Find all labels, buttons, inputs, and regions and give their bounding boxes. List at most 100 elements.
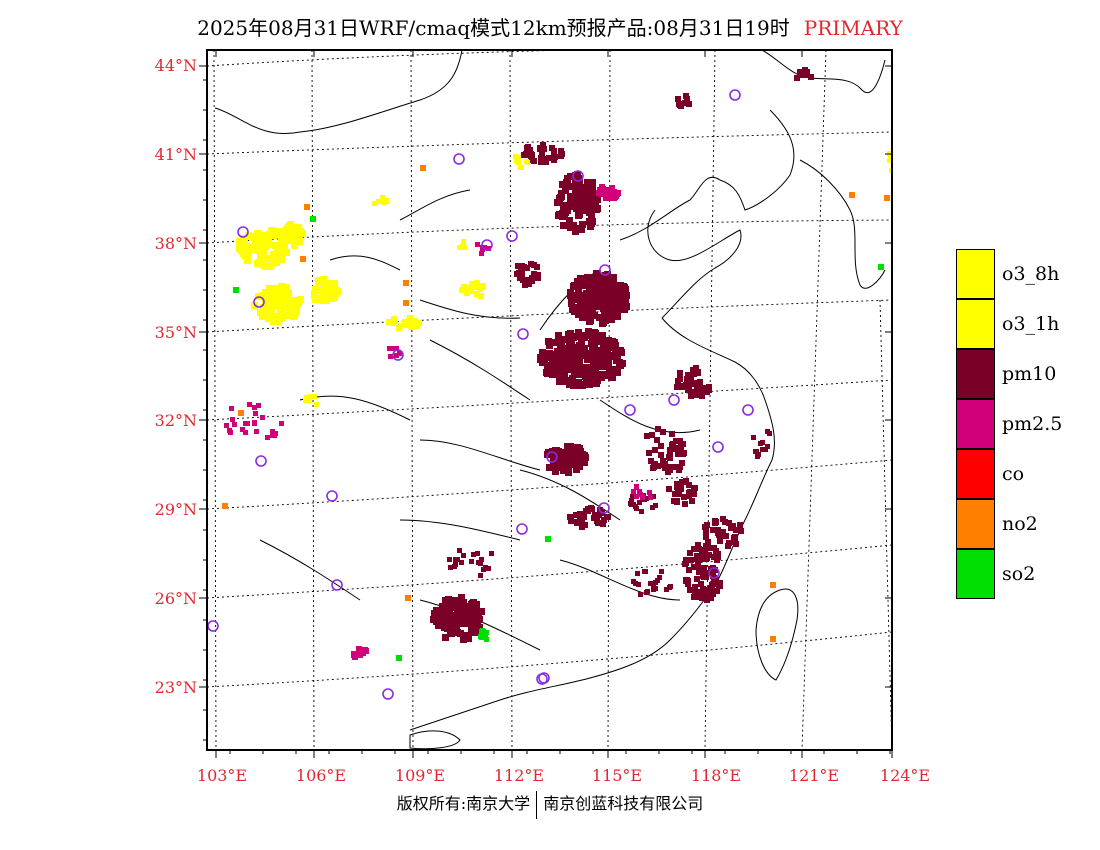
pollutant-cell <box>676 445 682 451</box>
pollutant-cell <box>259 313 266 320</box>
pollutant-cell <box>309 394 314 399</box>
pollutant-cell <box>551 148 557 154</box>
pollutant-cell <box>608 373 615 380</box>
pollutant-cell <box>570 382 577 389</box>
pollutant-cell <box>591 515 597 521</box>
pollutant-cell <box>611 305 618 312</box>
legend-swatch <box>956 449 995 499</box>
pollutant-cell <box>284 308 291 315</box>
pollutant-cell <box>461 604 468 611</box>
pollutant-cell <box>633 581 638 586</box>
pollutant-cell <box>703 543 709 549</box>
pollutant-cell <box>314 402 319 407</box>
pollutant-cell <box>538 157 544 163</box>
pollutant-cell <box>585 206 592 213</box>
pollutant-cell <box>591 357 598 364</box>
pollutant-cell <box>704 597 710 603</box>
pollutant-cell <box>650 465 656 471</box>
pollutant-cell <box>794 75 800 81</box>
pollutant-cell <box>582 373 589 380</box>
lat-label: 38°N <box>155 234 197 253</box>
map-title: 2025年08月31日WRF/cmaq模式12km预报产品:08月31日19时 P… <box>0 12 1100 41</box>
pollutant-cell <box>755 454 760 459</box>
pollutant-cell <box>705 539 711 545</box>
pollutant-cell <box>678 482 684 488</box>
pollutant-cell <box>637 500 642 505</box>
pollutant-cell <box>692 485 698 491</box>
pollutant-cell <box>889 168 892 173</box>
pollutant-cell <box>610 274 617 281</box>
monitoring-station-marker <box>237 226 249 238</box>
pollutant-cell <box>561 370 568 377</box>
pollutant-cell <box>474 291 480 297</box>
pollutant-cell <box>299 230 306 237</box>
pollutant-cell <box>593 353 600 360</box>
primary-tag: PRIMARY <box>803 16 903 40</box>
pollutant-cell <box>326 292 333 299</box>
pollutant-cell <box>703 534 709 540</box>
pollutant-cell <box>441 624 448 631</box>
pollutant-cell <box>229 406 234 411</box>
pollutant-cell <box>731 535 737 541</box>
pollutant-cell <box>294 298 301 305</box>
pollutant-cell <box>322 291 329 298</box>
pollutant-cell <box>582 275 589 282</box>
pollutant-cell <box>480 283 486 289</box>
pollutant-cell <box>566 360 573 367</box>
pollutant-cell <box>568 352 575 359</box>
monitoring-station-marker <box>453 153 465 165</box>
pollutant-cell <box>587 223 594 230</box>
pollutant-cell <box>628 501 633 506</box>
pollutant-cell <box>694 576 700 582</box>
pollutant-cell <box>472 613 479 620</box>
pollutant-cell <box>516 155 521 160</box>
pollutant-cell <box>254 429 259 434</box>
pollutant-cell <box>254 230 261 237</box>
pollutant-cell <box>289 237 296 244</box>
pollutant-cell <box>461 239 466 244</box>
pollutant-cell <box>278 243 285 250</box>
pollutant-cell <box>613 310 620 317</box>
pollutant-cell <box>403 280 409 286</box>
pollutant-cell <box>605 360 612 367</box>
monitoring-station-marker <box>729 89 741 101</box>
pollutant-cell <box>402 319 408 325</box>
pollutant-cells <box>222 67 892 661</box>
pollutant-cell <box>804 70 810 76</box>
pollutant-cell <box>599 186 605 192</box>
pollutant-cell <box>575 296 582 303</box>
pollutant-cell <box>541 354 548 361</box>
pollutant-cell <box>578 280 585 287</box>
legend-swatch <box>956 499 995 549</box>
pollutant-cell <box>277 306 284 313</box>
pollutant-cell <box>312 394 317 399</box>
pollutant-cell <box>475 551 480 556</box>
pollutant-cell <box>240 427 245 432</box>
pollutant-cell <box>630 494 635 499</box>
pollutant-cell <box>726 540 732 546</box>
pollutant-cell <box>710 527 716 533</box>
pollutant-cell <box>687 587 693 593</box>
legend-label: pm2.5 <box>1002 413 1063 435</box>
pollutant-cell <box>576 207 583 214</box>
pollutant-cell <box>677 370 683 376</box>
pollutant-cell <box>675 96 681 102</box>
pollutant-cell <box>593 270 600 277</box>
pollutant-cell <box>584 350 591 357</box>
pollutant-cell <box>652 461 658 467</box>
map-content <box>207 50 892 750</box>
pollutant-cell <box>285 237 292 244</box>
pollutant-cell <box>604 372 611 379</box>
pollutant-cell <box>586 332 593 339</box>
pollutant-cell <box>664 587 669 592</box>
pollutant-cell <box>573 459 580 466</box>
pollutant-cell <box>717 538 723 544</box>
pollutant-cell <box>581 184 588 191</box>
pollutant-cell <box>250 246 257 253</box>
pollutant-cell <box>689 498 695 504</box>
pollutant-cell <box>648 495 653 500</box>
pollutant-cell <box>584 297 591 304</box>
pollutant-cell <box>591 293 598 300</box>
lon-label: 103°E <box>197 766 247 785</box>
pollutant-cell <box>281 249 288 256</box>
